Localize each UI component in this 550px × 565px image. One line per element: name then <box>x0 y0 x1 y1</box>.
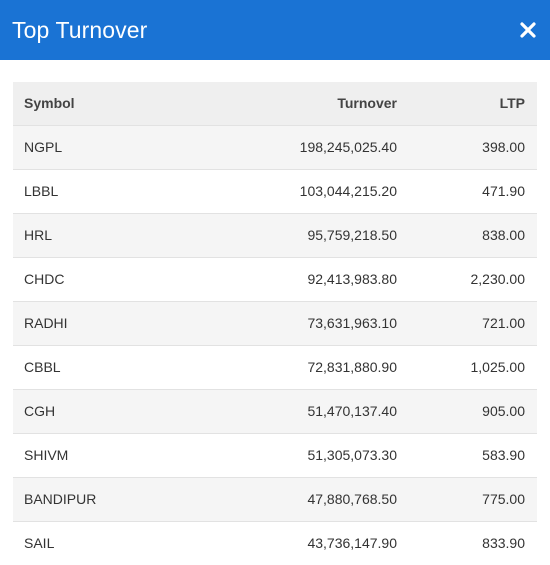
cell-turnover: 43,736,147.90 <box>307 535 397 552</box>
cell-ltp: 721.00 <box>482 315 525 331</box>
cell-turnover: 73,631,963.10 <box>307 315 397 331</box>
table-row: HRL 95,759,218.50 838.00 <box>13 213 537 257</box>
modal-title: Top Turnover <box>12 16 148 43</box>
close-button[interactable] <box>518 20 538 40</box>
cell-symbol: SAIL <box>24 535 55 552</box>
cell-ltp: 398.00 <box>482 139 525 155</box>
cell-symbol: CGH <box>24 403 56 419</box>
column-header-turnover: Turnover <box>337 95 397 112</box>
column-header-symbol: Symbol <box>24 95 75 112</box>
cell-ltp: 471.90 <box>482 183 525 199</box>
cell-ltp: 833.90 <box>482 535 525 552</box>
cell-symbol: NGPL <box>24 139 63 155</box>
table-row: LBBL 103,044,215.20 471.90 <box>13 169 537 213</box>
table-header-row: Symbol Turnover LTP <box>13 82 537 125</box>
cell-ltp: 775.00 <box>482 491 525 507</box>
cell-symbol: BANDIPUR <box>24 491 97 507</box>
cell-ltp: 1,025.00 <box>470 359 526 375</box>
cell-ltp: 905.00 <box>482 403 525 419</box>
cell-turnover: 51,305,073.30 <box>307 447 397 463</box>
cell-turnover: 47,880,768.50 <box>307 491 397 507</box>
cell-symbol: SHIVM <box>24 447 69 463</box>
cell-symbol: LBBL <box>24 183 59 199</box>
cell-symbol: HRL <box>24 227 53 243</box>
table-row: CGH 51,470,137.40 905.00 <box>13 389 537 433</box>
table-row: CBBL 72,831,880.90 1,025.00 <box>13 345 537 389</box>
cell-turnover: 103,044,215.20 <box>299 183 397 199</box>
cell-turnover: 51,470,137.40 <box>307 403 397 419</box>
cell-symbol: CBBL <box>24 359 61 375</box>
cell-symbol: CHDC <box>24 271 65 287</box>
column-header-ltp: LTP <box>499 95 525 112</box>
cell-ltp: 838.00 <box>482 227 525 243</box>
cell-turnover: 72,831,880.90 <box>307 359 397 375</box>
cell-turnover: 95,759,218.50 <box>307 227 397 243</box>
cell-ltp: 2,230.00 <box>470 271 526 287</box>
table-row: RADHI 73,631,963.10 721.00 <box>13 301 537 345</box>
table-row: NGPL 198,245,025.40 398.00 <box>13 125 537 169</box>
turnover-table-container: Symbol Turnover LTP NGPL 198,245,025.40 … <box>13 82 537 565</box>
table-row: CHDC 92,413,983.80 2,230.00 <box>13 257 537 301</box>
table-row: SAIL 43,736,147.90 833.90 <box>13 521 537 565</box>
cell-symbol: RADHI <box>24 315 68 331</box>
close-icon <box>520 22 536 38</box>
modal-header: Top Turnover <box>0 0 550 60</box>
cell-turnover: 92,413,983.80 <box>307 271 397 287</box>
turnover-table: Symbol Turnover LTP NGPL 198,245,025.40 … <box>13 82 537 565</box>
table-row: SHIVM 51,305,073.30 583.90 <box>13 433 537 477</box>
table-row: BANDIPUR 47,880,768.50 775.00 <box>13 477 537 521</box>
cell-turnover: 198,245,025.40 <box>299 139 397 155</box>
cell-ltp: 583.90 <box>482 447 525 463</box>
